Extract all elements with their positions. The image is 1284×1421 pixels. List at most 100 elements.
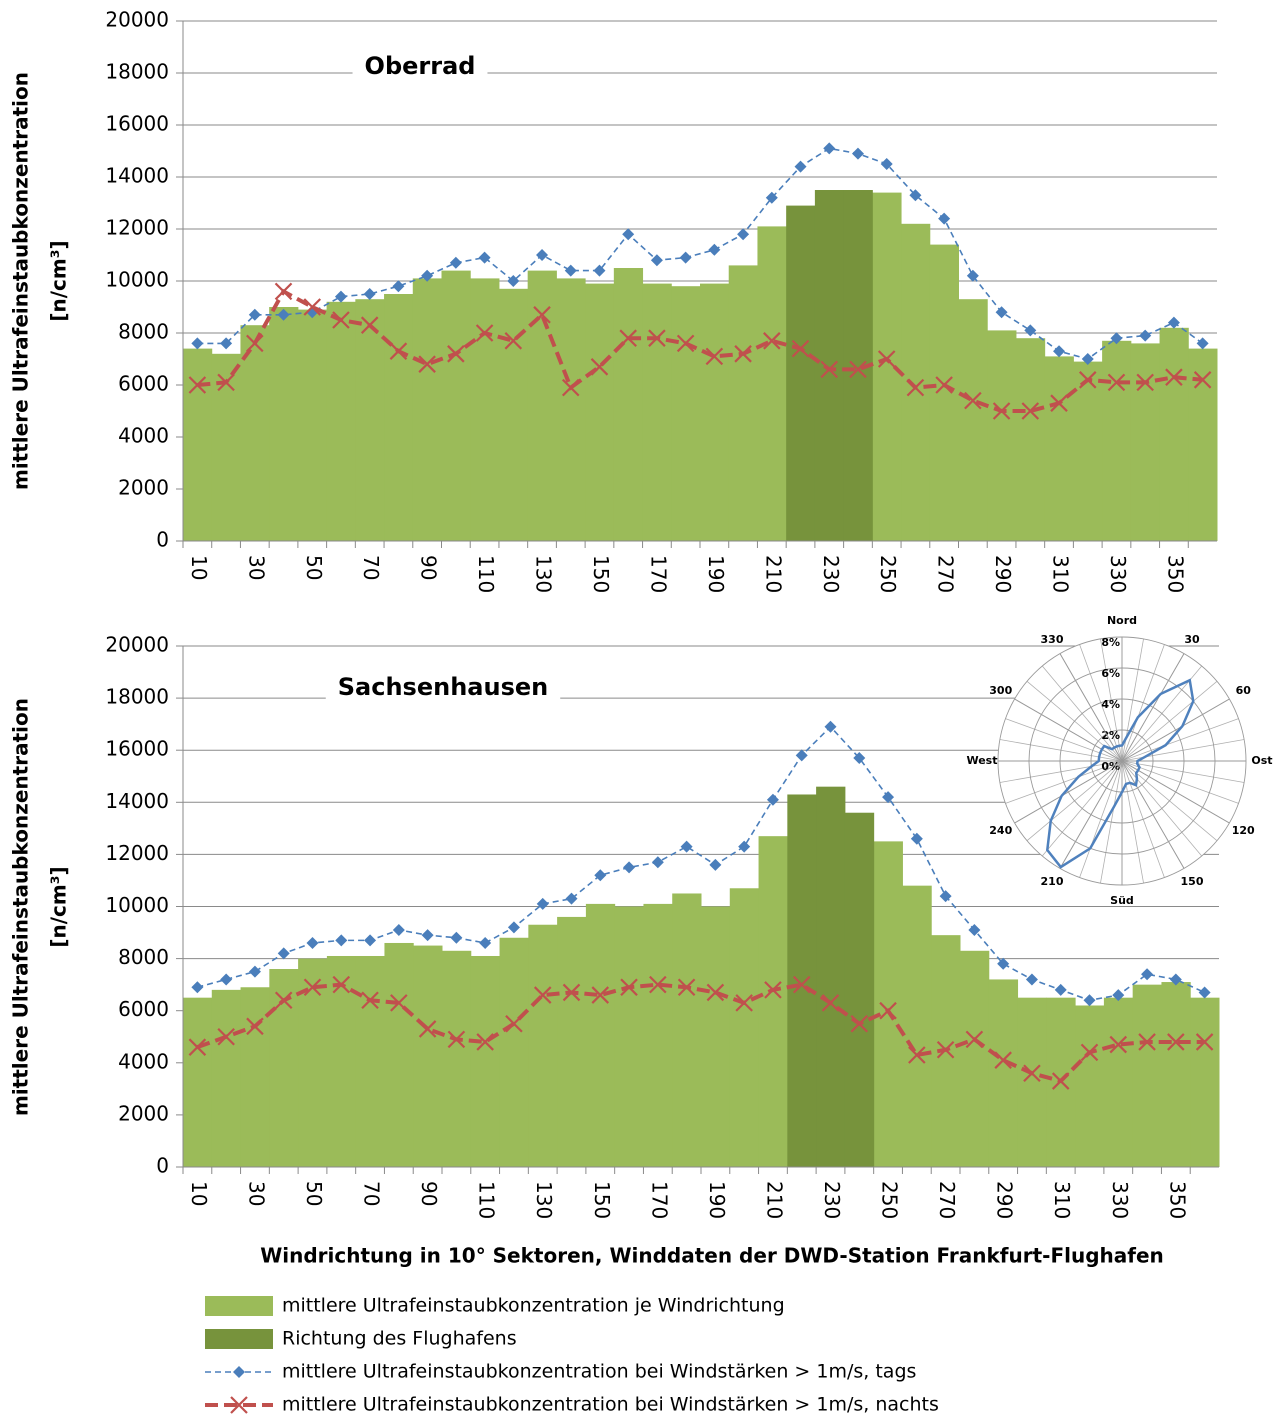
point-marker [677,978,696,997]
polar-angle-label: Nord [1107,614,1137,627]
point-marker [593,264,606,277]
bar [1161,982,1191,1167]
bar [211,989,242,1167]
x-tick-label: 110 [475,1181,499,1219]
point-marker [648,329,666,347]
legend-label: mittlere Ultrafeinstaubkonzentration bei… [282,1361,916,1383]
polar-axis-tick [1121,760,1185,869]
point-marker [1167,316,1180,329]
point-marker [418,355,436,373]
point-marker [421,269,434,282]
point-marker [507,275,520,287]
point-marker [935,376,953,394]
point-marker [1021,402,1040,420]
polar-angle-label: 60 [1236,684,1252,697]
bar [758,836,788,1167]
bar [960,950,990,1167]
point-marker [705,347,724,366]
polar-axis-tick [1121,653,1185,762]
point-marker [217,373,235,392]
x-tick-label: 310 [1049,555,1073,593]
polar-angle-label: Süd [1110,894,1134,907]
point-marker [619,329,637,347]
point-marker [507,921,520,934]
x-tick-label: 230 [820,1181,844,1219]
polar-axis-tick [1014,760,1123,824]
polar-radial-label: 2% [1101,729,1120,742]
chart-title: Oberrad [365,52,476,80]
point-marker [735,994,753,1012]
x-tick-label: 130 [532,555,556,593]
polar-axis-tick [1121,698,1230,762]
polar-line [1045,678,1195,869]
x-tick-label: 170 [646,555,670,593]
y-tick-label: 10000 [105,268,169,292]
x-axis-label: Windrichtung in 10° Sektoren, Winddaten … [260,1244,1164,1268]
line-series [191,720,1211,1007]
point-marker [910,832,923,845]
point-marker [590,358,609,376]
bar [1103,997,1134,1167]
point-marker [1136,373,1154,392]
bar [585,903,616,1167]
point-marker [795,749,808,762]
point-marker [230,1396,248,1414]
point-marker [880,158,893,170]
point-marker [188,376,207,394]
bar [1015,338,1046,541]
point-marker [217,1027,235,1046]
line-series [188,975,1214,1090]
x-tick-label: 230 [819,555,843,593]
line-series [191,142,1209,365]
point-marker [389,342,408,360]
point-marker [708,243,721,256]
x-tick-label: 10 [187,555,211,580]
bar [441,270,471,541]
point-marker [421,929,434,942]
bar [614,906,644,1167]
x-tick-label: 210 [762,1181,786,1219]
legend-label: Richtung des Flughafens [282,1328,517,1350]
bar [701,906,731,1167]
point-marker [1110,332,1123,345]
y-axis-label: [n/cm³] [47,240,71,321]
point-marker [594,869,607,882]
point-marker [1141,968,1154,981]
point-marker [794,160,807,173]
bar [1132,984,1162,1167]
point-marker [536,897,549,910]
point-marker [706,983,725,1002]
polar-angle-label: Ost [1251,754,1272,767]
bar [901,223,931,542]
x-tick-label: 310 [1050,1181,1074,1219]
point-marker [447,1030,466,1049]
point-marker [332,975,351,994]
y-tick-label: 18000 [105,685,169,709]
point-marker [651,856,664,869]
point-marker [363,288,376,300]
point-marker [277,947,290,960]
point-marker [1169,973,1182,986]
line-series [188,282,1212,420]
point-marker [1107,373,1126,392]
point-marker [248,965,261,978]
point-marker [564,264,577,277]
x-tick-label: 70 [360,1181,384,1206]
polar-angle-label: 300 [989,684,1012,697]
y-tick-label: 6000 [118,372,169,396]
point-marker [277,308,290,321]
point-marker [533,986,552,1004]
point-marker [1053,345,1066,358]
point-marker [1196,337,1209,350]
x-tick-label: 350 [1165,1181,1189,1219]
bar [757,226,787,541]
point-marker [1023,1064,1041,1082]
point-marker [1081,353,1094,365]
point-marker [939,890,952,903]
point-marker [475,324,494,342]
y-tick-label: 16000 [105,737,169,761]
bar [987,330,1017,541]
point-marker [191,337,204,350]
bar [442,950,472,1167]
bar [355,955,385,1167]
